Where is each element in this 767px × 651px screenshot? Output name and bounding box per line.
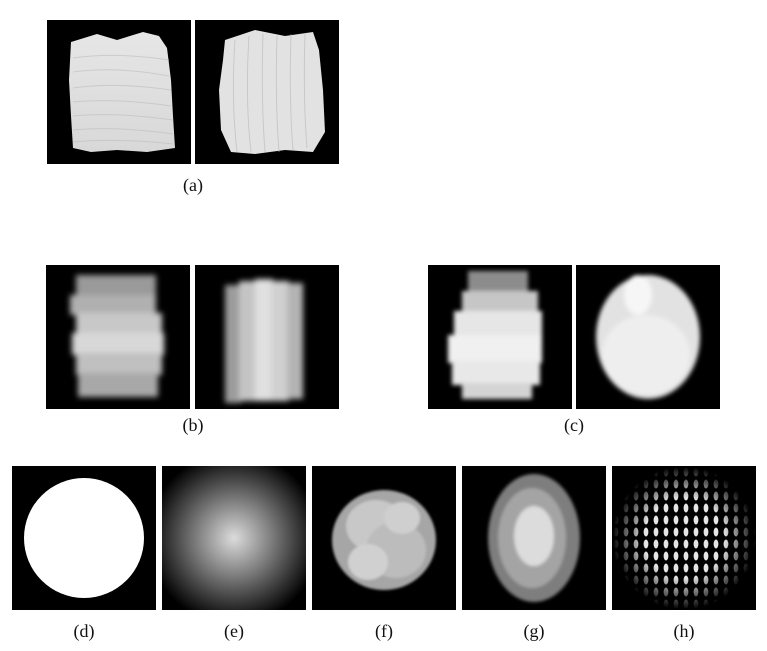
caption-h: (h) [673,621,695,641]
panel-f [312,466,456,610]
panel-d [12,466,156,610]
panel-a-right [195,20,339,164]
gaussian-brush [162,466,306,610]
caption-d: (d) [73,621,95,641]
panel-a-left [47,20,191,164]
blurred-horizontal-strokes [70,275,164,397]
panel-e [162,466,306,610]
panel-h [612,466,756,610]
panel-g [462,466,606,610]
caption-g: (g) [523,621,545,641]
caption-b: (b) [182,415,204,435]
panel-b-left [46,265,190,409]
brush-mask-vertical-strokes [219,30,325,154]
caption-a: (a) [183,175,203,195]
brush-mask-horizontal-strokes [69,32,175,152]
blurred-vertical-strokes [225,279,303,403]
hard-circle-brush [24,478,144,598]
panel-c-left [428,265,572,409]
soft-blob-strokes [596,275,700,399]
bristle-dots-brush [612,466,756,610]
caption-f: (f) [375,621,393,641]
soft-horizontal-strokes [448,271,542,399]
cloud-texture-brush [332,490,436,590]
caption-e: (e) [224,621,244,641]
panel-c-right [576,265,720,409]
caption-c: (c) [564,415,584,435]
patchy-texture-brush [488,474,580,602]
panel-b-right [195,265,339,409]
